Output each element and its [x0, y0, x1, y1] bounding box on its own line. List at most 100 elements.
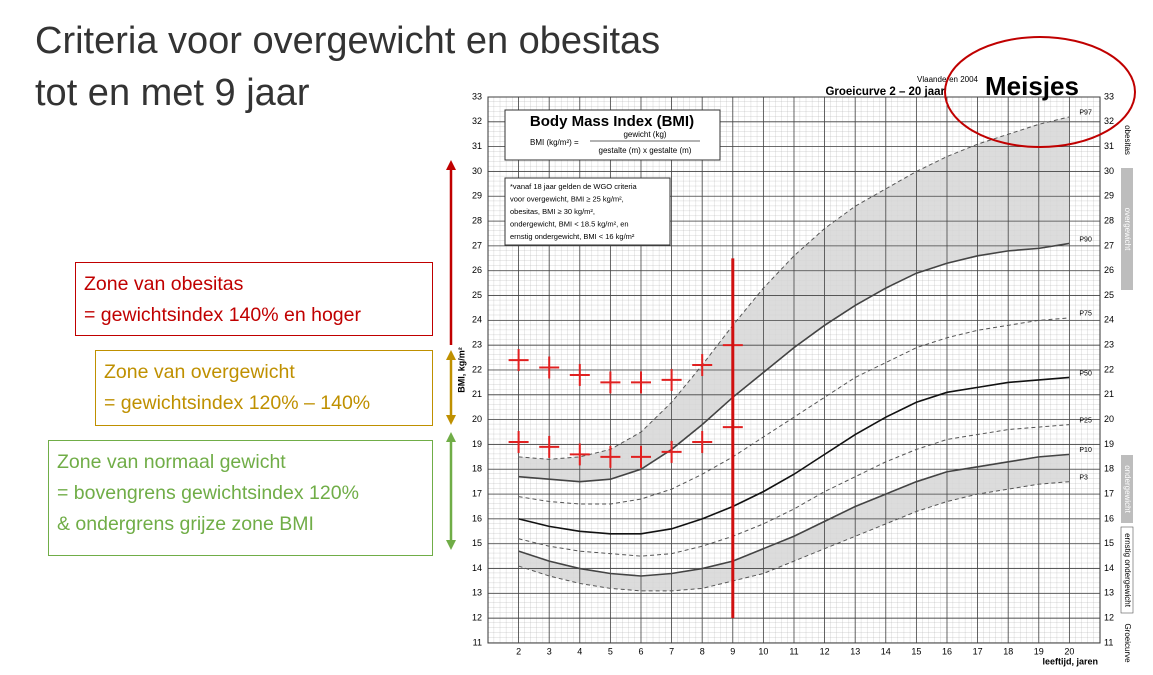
formula: gestalte (m) x gestalte (m)	[599, 146, 692, 155]
x-tick-label: 5	[608, 646, 613, 656]
percentile-line	[518, 453, 1070, 577]
cross-marker	[508, 349, 529, 372]
arrow-head	[446, 350, 456, 360]
y-tick-label: 27	[1104, 240, 1114, 250]
side-label: Groeicurve	[1123, 623, 1132, 663]
series-label: P3	[1079, 475, 1088, 482]
y-tick-label: 16	[472, 513, 482, 523]
y-tick-label: 17	[472, 488, 482, 498]
series-label: P50	[1079, 370, 1092, 377]
y-tick-label: 16	[1104, 513, 1114, 523]
note-line: ernstig ondergewicht, BMI < 16 kg/m²	[510, 232, 635, 241]
side-label: ondergewicht	[1123, 465, 1132, 513]
y-tick-label: 28	[1104, 215, 1114, 225]
cross-marker	[692, 430, 713, 453]
arrow-head	[446, 415, 456, 425]
chart-title: Groeicurve 2 – 20 jaar	[825, 86, 945, 98]
cross-marker	[569, 363, 590, 386]
y-tick-label: 22	[1104, 364, 1114, 374]
y-tick-label: 23	[472, 340, 482, 350]
x-tick-label: 10	[758, 646, 768, 656]
x-tick-label: 20	[1064, 646, 1074, 656]
x-tick-label: 16	[942, 646, 952, 656]
percentile-line	[518, 481, 1070, 592]
x-tick-label: 8	[700, 646, 705, 656]
cross-marker	[539, 435, 560, 458]
series-label: P25	[1079, 417, 1092, 424]
cross-marker	[600, 445, 621, 468]
cross-marker	[508, 430, 529, 453]
x-tick-label: 2	[516, 646, 521, 656]
zone-box: Zone van obesitas = gewichtsindex 140% en…	[75, 262, 433, 336]
y-tick-label: 32	[472, 116, 482, 126]
percentile-line	[518, 376, 1070, 535]
arrow-head	[446, 160, 456, 170]
x-tick-label: 15	[911, 646, 921, 656]
cross-marker	[631, 445, 651, 468]
y-tick-label: 29	[1104, 191, 1114, 201]
y-tick-label: 18	[472, 464, 482, 474]
zone-text: = gewichtsindex 120% – 140%	[104, 392, 371, 414]
note-line: voor overgewicht, BMI ≥ 25 kg/m²,	[510, 194, 624, 203]
cross-marker	[661, 368, 682, 391]
x-tick-label: 13	[850, 646, 860, 656]
series-label: P97	[1079, 110, 1092, 117]
y-tick-label: 11	[1104, 637, 1113, 647]
y-tick-label: 28	[472, 215, 482, 225]
y-tick-label: 25	[1104, 290, 1114, 300]
percentile-line	[518, 424, 1070, 557]
y-tick-label: 13	[1104, 588, 1114, 598]
percentile-line	[518, 317, 1070, 505]
side-label: overgewicht	[1123, 208, 1132, 251]
side-box	[1120, 526, 1134, 614]
box-title: Body Mass Index (BMI)	[530, 113, 694, 130]
y-tick-label: 32	[1104, 116, 1114, 126]
formula: BMI (kg/m²) =	[530, 138, 579, 147]
y-tick-label: 19	[1104, 439, 1114, 449]
series-label: P90	[1079, 236, 1092, 243]
y-tick-label: 21	[1104, 389, 1114, 399]
cross-marker	[539, 356, 560, 379]
y-tick-label: 15	[1104, 538, 1114, 548]
side-bar	[1121, 455, 1133, 523]
y-tick-label: 23	[1104, 340, 1114, 350]
y-tick-label: 14	[472, 563, 482, 573]
zone-text: = gewichtsindex 140% en hoger	[84, 304, 361, 326]
note-line: obesitas, BMI ≥ 30 kg/m²,	[510, 207, 595, 216]
y-tick-label: 30	[472, 166, 482, 176]
y-tick-label: 14	[1104, 563, 1114, 573]
y-tick-label: 30	[1104, 166, 1114, 176]
y-tick-label: 26	[1104, 265, 1114, 275]
y-tick-label: 24	[1104, 315, 1114, 325]
note-line: *vanaf 18 jaar gelden de WGO criteria	[510, 182, 638, 191]
formula: gewicht (kg)	[623, 130, 666, 139]
percentile-band	[518, 454, 1070, 591]
y-tick-label: 21	[472, 389, 482, 399]
y-tick-label: 26	[472, 265, 482, 275]
zone-box: Zone van normaal gewicht = bovengrens gew…	[48, 440, 433, 556]
y-tick-label: 31	[472, 141, 482, 151]
x-tick-label: 12	[820, 646, 830, 656]
x-axis-label: leeftijd, jaren	[1042, 656, 1098, 666]
x-tick-label: 9	[730, 646, 735, 656]
x-tick-label: 6	[638, 646, 643, 656]
y-tick-label: 20	[472, 414, 482, 424]
zone-text: & ondergrens grijze zone BMI	[57, 513, 314, 535]
series-label: P75	[1079, 311, 1092, 318]
bmi-box	[504, 109, 721, 161]
y-tick-label: 13	[472, 588, 482, 598]
x-tick-label: 17	[973, 646, 983, 656]
side-label: obesitas	[1123, 125, 1132, 155]
cross-marker	[661, 440, 682, 463]
y-tick-label: 12	[1104, 613, 1114, 623]
side-label: ernstig ondergewicht	[1123, 533, 1132, 608]
y-tick-label: 25	[472, 290, 482, 300]
y-tick-label: 31	[1104, 141, 1114, 151]
y-tick-label: 18	[1104, 464, 1114, 474]
note-box	[504, 177, 671, 246]
y-tick-label: 12	[472, 613, 482, 623]
cross-marker	[600, 371, 621, 394]
y-tick-label: 19	[472, 439, 482, 449]
